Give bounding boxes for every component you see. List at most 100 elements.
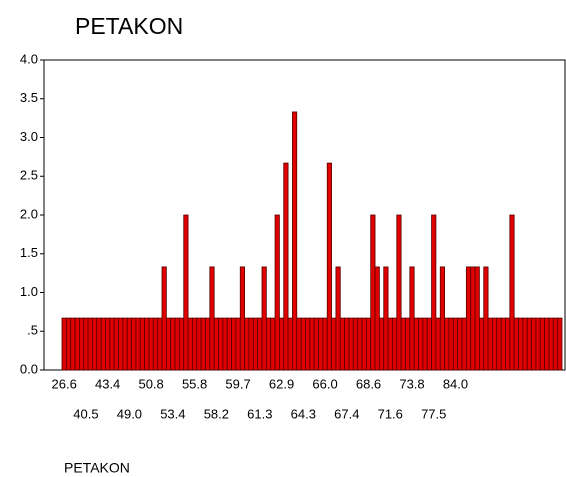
bar	[344, 317, 350, 371]
bar	[452, 317, 459, 371]
x-tick-label: 49.0	[117, 406, 142, 421]
bar	[400, 317, 406, 371]
bar	[418, 317, 424, 371]
bar	[392, 317, 398, 371]
bar	[370, 214, 376, 371]
bar	[535, 317, 541, 371]
bar	[248, 317, 254, 371]
bar	[239, 266, 246, 371]
x-tick-label: 64.3	[291, 406, 316, 421]
bar	[474, 266, 480, 371]
x-axis-label: PETAKON	[64, 460, 130, 476]
bar	[326, 162, 332, 371]
bar	[78, 317, 85, 371]
bar	[252, 317, 259, 371]
bar	[218, 317, 224, 371]
bar	[148, 317, 154, 371]
bar	[374, 266, 380, 371]
bar	[135, 317, 141, 371]
y-tick-label: 0.0	[20, 361, 38, 376]
x-tick-label: 73.8	[399, 376, 424, 391]
bar	[261, 266, 267, 371]
bar	[470, 266, 476, 371]
bar	[457, 317, 463, 371]
bar	[492, 317, 498, 371]
bar	[70, 317, 76, 371]
bar	[74, 317, 80, 371]
bar	[283, 162, 289, 371]
bar	[500, 317, 506, 371]
bar	[122, 317, 128, 371]
bar	[83, 317, 89, 371]
bar	[357, 317, 363, 371]
bar	[431, 214, 437, 371]
bar	[461, 317, 467, 371]
bar	[352, 317, 359, 371]
x-tick-label: 53.4	[160, 406, 185, 421]
bar	[439, 266, 446, 371]
bar	[61, 317, 67, 371]
bar	[505, 317, 511, 371]
x-tick-label: 55.8	[182, 376, 207, 391]
bar	[387, 317, 393, 371]
bar	[144, 317, 150, 371]
x-tick-label: 67.4	[334, 406, 359, 421]
bar	[296, 317, 302, 371]
x-tick-label: 58.2	[204, 406, 229, 421]
bar	[278, 317, 285, 371]
bar	[448, 317, 454, 371]
bar	[335, 266, 341, 371]
bar	[396, 214, 402, 371]
x-tick-label: 40.5	[73, 406, 98, 421]
bar	[478, 317, 485, 371]
bar	[152, 317, 159, 371]
bar	[313, 317, 319, 371]
bar	[205, 317, 211, 371]
bar	[544, 317, 550, 371]
bar	[100, 317, 106, 371]
bar	[339, 317, 346, 371]
bar	[465, 266, 472, 371]
bar	[196, 317, 202, 371]
bar	[361, 317, 367, 371]
bar	[383, 266, 389, 371]
x-tick-label: 61.3	[247, 406, 272, 421]
bar	[531, 317, 537, 371]
bar	[518, 317, 524, 371]
bar	[444, 317, 450, 371]
y-tick-label: 2.0	[20, 206, 38, 221]
bar	[548, 317, 554, 371]
bar	[409, 266, 415, 371]
bar	[331, 317, 337, 371]
bar	[65, 317, 72, 371]
bar	[305, 317, 311, 371]
bar	[213, 317, 219, 371]
bar	[426, 317, 432, 371]
x-tick-label: 26.6	[52, 376, 77, 391]
bar	[126, 317, 132, 371]
bar	[483, 266, 489, 371]
bar	[178, 317, 185, 371]
x-tick-label: 66.0	[312, 376, 337, 391]
x-tick-label: 84.0	[443, 376, 468, 391]
bar	[557, 317, 563, 371]
bar	[422, 317, 428, 371]
bar	[552, 317, 559, 371]
bar	[496, 317, 502, 371]
bar	[292, 111, 298, 371]
bar	[522, 317, 528, 371]
bar	[287, 317, 293, 371]
x-tick-label: 59.7	[225, 376, 250, 391]
bar	[235, 317, 241, 371]
x-tick-label: 43.4	[95, 376, 120, 391]
x-tick-label: 50.8	[138, 376, 163, 391]
bar	[405, 317, 411, 371]
x-tick-label: 68.6	[356, 376, 381, 391]
bar	[187, 317, 193, 371]
bar	[378, 317, 385, 371]
bar	[118, 317, 124, 371]
bar	[509, 214, 515, 371]
bar	[109, 317, 115, 371]
bar	[322, 317, 328, 371]
x-tick-label: 62.9	[269, 376, 294, 391]
